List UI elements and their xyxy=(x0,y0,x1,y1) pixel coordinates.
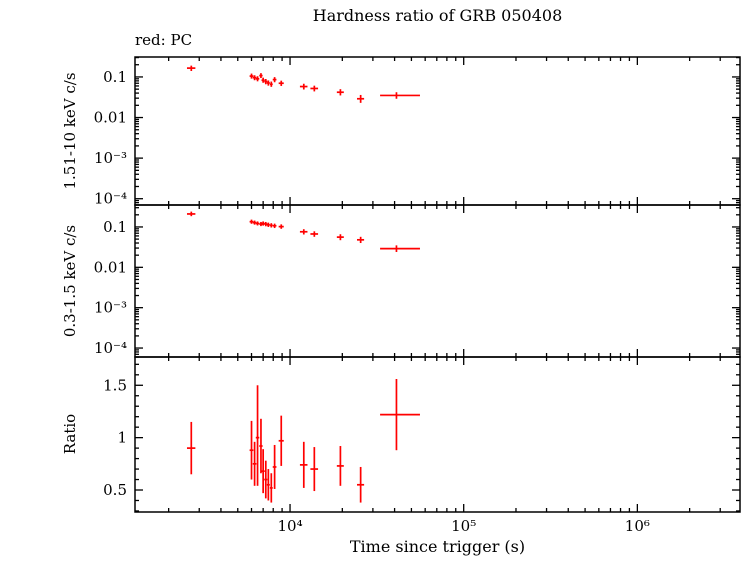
svg-text:0.01: 0.01 xyxy=(94,258,127,276)
x-axis-label: Time since trigger (s) xyxy=(349,537,526,556)
svg-text:0.1: 0.1 xyxy=(103,68,127,86)
svg-text:10⁴: 10⁴ xyxy=(277,517,302,535)
svg-text:0.01: 0.01 xyxy=(94,109,127,127)
svg-text:10⁻⁴: 10⁻⁴ xyxy=(94,190,127,208)
svg-text:10⁻³: 10⁻³ xyxy=(94,299,127,317)
svg-text:10⁻⁴: 10⁻⁴ xyxy=(94,339,127,357)
svg-text:1: 1 xyxy=(117,429,127,447)
chart-title: Hardness ratio of GRB 050408 xyxy=(312,6,563,25)
svg-text:0.5: 0.5 xyxy=(103,481,127,499)
legend-pc-label: red: PC xyxy=(135,31,193,49)
svg-text:10⁶: 10⁶ xyxy=(625,517,650,535)
svg-text:0.1: 0.1 xyxy=(103,218,127,236)
svg-text:10⁵: 10⁵ xyxy=(451,517,476,535)
svg-text:10⁻³: 10⁻³ xyxy=(94,149,127,167)
svg-text:1.5: 1.5 xyxy=(103,376,127,394)
